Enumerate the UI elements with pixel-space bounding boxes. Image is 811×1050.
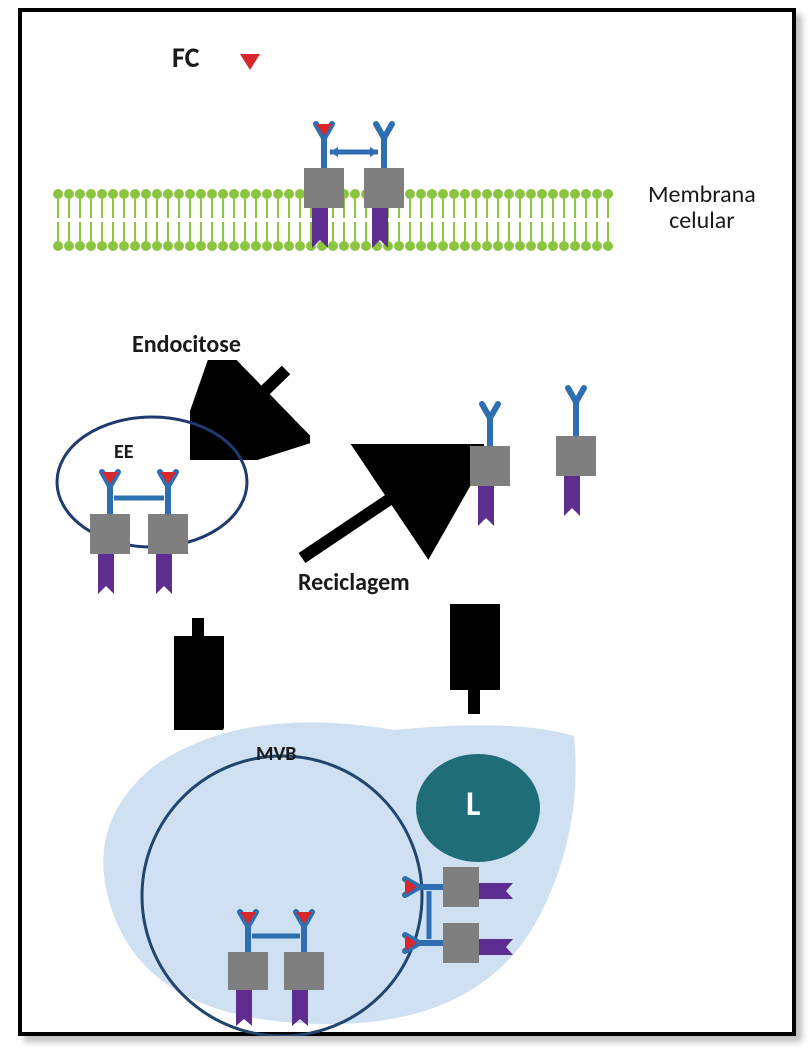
arrow-mvb-up [450, 604, 500, 724]
fc-marker-icon [238, 52, 262, 72]
lysosome-label: L [466, 784, 480, 825]
recycled-receptor-1 [460, 400, 530, 550]
mvb-label: MVB [256, 742, 297, 766]
receptor-mvb-bottom [218, 908, 368, 1048]
recycled-receptor-2 [546, 384, 616, 534]
arrow-recycling [284, 444, 484, 574]
endocytosis-label: Endocitose [132, 330, 241, 359]
receptor-mvb-side [376, 848, 556, 978]
membrane-label: Membrana celular [648, 182, 756, 235]
ee-label: EE [114, 440, 134, 464]
arrow-ee-to-mvb [174, 610, 224, 730]
diagram-frame: FC Membrana celular [18, 8, 796, 1036]
receptor-on-membrane [294, 120, 444, 290]
fc-label: FC [172, 40, 199, 75]
